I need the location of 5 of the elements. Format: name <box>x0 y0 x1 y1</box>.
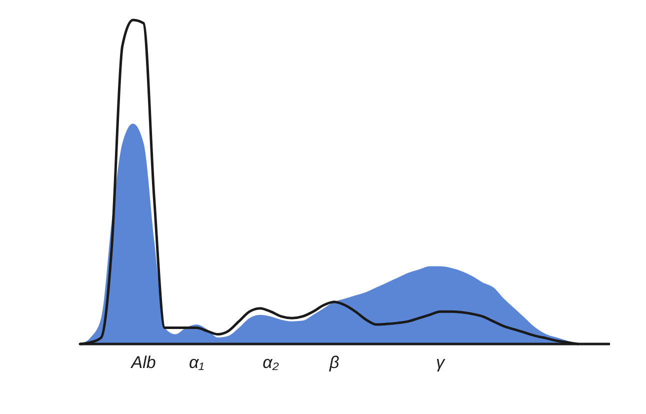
x-tick-label: β <box>328 353 340 372</box>
x-tick-label: α₂ <box>262 353 280 372</box>
x-tick-label: Alb <box>130 353 156 372</box>
x-tick-label: α₁ <box>189 353 204 372</box>
x-tick-label: γ <box>436 353 446 372</box>
